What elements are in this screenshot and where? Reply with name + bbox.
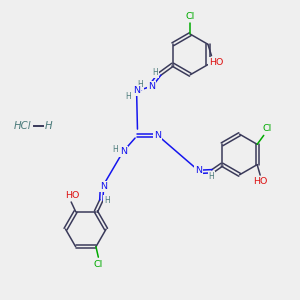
Text: Cl: Cl — [186, 12, 195, 21]
Text: Cl: Cl — [94, 260, 103, 268]
Text: N: N — [195, 166, 202, 175]
Text: H: H — [138, 80, 143, 89]
Text: H: H — [152, 68, 158, 77]
Text: N: N — [148, 82, 155, 91]
Text: H: H — [112, 145, 118, 154]
Text: HO: HO — [65, 190, 79, 200]
Text: N: N — [133, 86, 140, 95]
Text: HO: HO — [209, 58, 224, 67]
Text: N: N — [100, 182, 107, 191]
Text: H: H — [45, 121, 52, 131]
Text: N: N — [154, 131, 161, 140]
Text: HO: HO — [253, 178, 267, 187]
Text: H: H — [209, 172, 214, 181]
Text: H: H — [104, 196, 110, 205]
Text: N: N — [120, 147, 127, 156]
Text: H: H — [125, 92, 131, 101]
Text: Cl: Cl — [263, 124, 272, 133]
Text: HCl: HCl — [14, 121, 32, 131]
